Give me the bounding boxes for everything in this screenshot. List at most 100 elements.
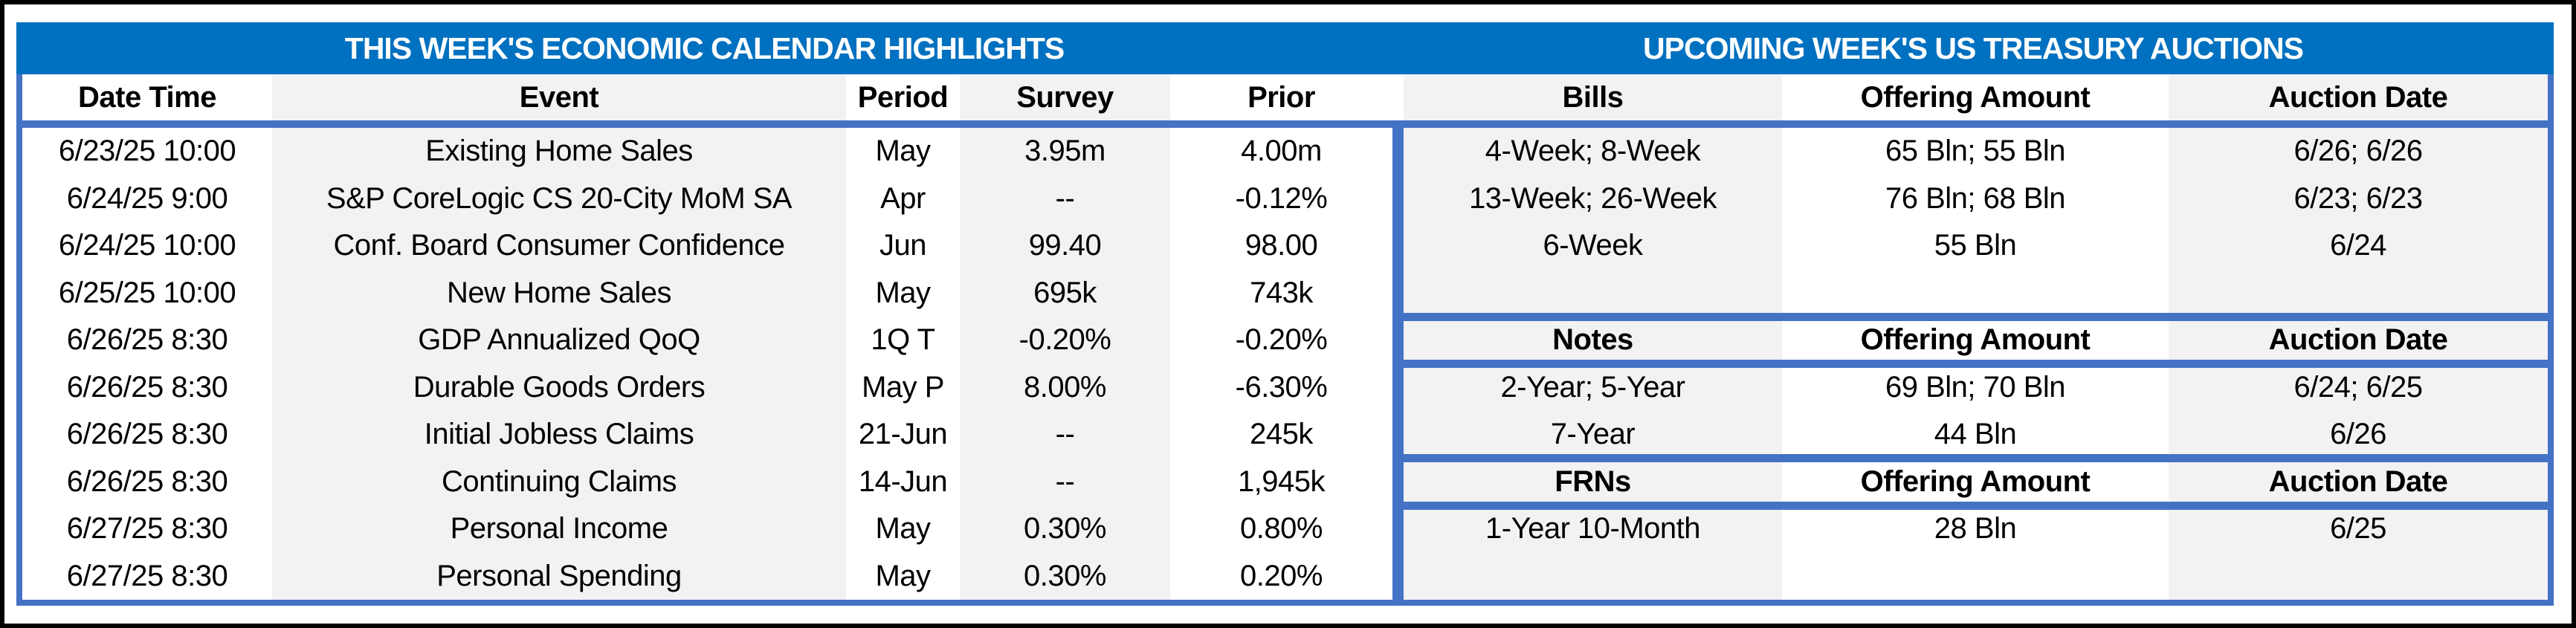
calendar-cell-period: May: [846, 128, 960, 175]
calendar-cell-prior: 4.00m: [1170, 128, 1392, 175]
calendar-cell-prior: -0.20%: [1170, 317, 1392, 364]
auction-cell-amount: 44 Bln: [1782, 411, 2169, 459]
calendar-cell-date: 6/26/25 8:30: [22, 458, 272, 505]
auction-empty-cell: [2169, 269, 2548, 317]
calendar-cell-date: 6/26/25 8:30: [22, 363, 272, 411]
calendar-cell-survey: --: [960, 411, 1170, 459]
auctions-header-divider: [1404, 120, 2548, 128]
calendar-cell-period: Jun: [846, 222, 960, 270]
auction-empty-cell: [1404, 552, 1782, 600]
auction-cell-date: 6/24; 6/25: [2169, 363, 2548, 411]
calendar-cell-period: May: [846, 505, 960, 553]
calendar-header-prior: Prior: [1170, 74, 1392, 120]
calendar-cell-event: GDP Annualized QoQ: [272, 317, 846, 364]
calendar-cell-prior: 98.00: [1170, 222, 1392, 270]
calendar-cell-survey: 3.95m: [960, 128, 1170, 175]
auction-cell-security: 7-Year: [1404, 411, 1782, 459]
auction-cell-date: 6/24: [2169, 222, 2548, 270]
auction-cell-security: 1-Year 10-Month: [1404, 505, 1782, 553]
calendar-title: THIS WEEK'S ECONOMIC CALENDAR HIGHLIGHTS: [344, 30, 1065, 65]
calendar-cell-period: 21-Jun: [846, 411, 960, 459]
auction-cell-date: 6/26; 6/26: [2169, 128, 2548, 175]
auctions-header-amount: Offering Amount: [1782, 458, 2169, 505]
calendar-header-date: Date Time: [22, 74, 272, 120]
calendar-cell-event: Durable Goods Orders: [272, 363, 846, 411]
calendar-cell-period: 1Q T: [846, 317, 960, 364]
calendar-cell-event: Personal Income: [272, 505, 846, 553]
auction-cell-security: 6-Week: [1404, 222, 1782, 270]
auctions-header-amount: Offering Amount: [1782, 74, 2169, 120]
auction-cell-security: 4-Week; 8-Week: [1404, 128, 1782, 175]
notes-section-divider-bottom: [1392, 360, 2554, 368]
calendar-cell-period: May: [846, 269, 960, 317]
calendar-cell-prior: 245k: [1170, 411, 1392, 459]
calendar-cell-survey: -0.20%: [960, 317, 1170, 364]
calendar-cell-prior: -0.12%: [1170, 175, 1392, 222]
calendar-cell-survey: --: [960, 175, 1170, 222]
calendar-cell-date: 6/23/25 10:00: [22, 128, 272, 175]
auctions-header-date: Auction Date: [2169, 458, 2548, 505]
calendar-cell-period: May: [846, 552, 960, 600]
calendar-cell-date: 6/26/25 8:30: [22, 411, 272, 459]
auction-cell-amount: 28 Bln: [1782, 505, 2169, 553]
frns-section-divider-top: [1392, 454, 2554, 462]
calendar-cell-prior: 0.20%: [1170, 552, 1392, 600]
auction-empty-cell: [1782, 269, 2169, 317]
calendar-cell-date: 6/26/25 8:30: [22, 317, 272, 364]
calendar-cell-survey: 8.00%: [960, 363, 1170, 411]
table-bottom-border: [16, 600, 2554, 606]
calendar-cell-date: 6/24/25 9:00: [22, 175, 272, 222]
calendar-cell-prior: -6.30%: [1170, 363, 1392, 411]
title-bar: THIS WEEK'S ECONOMIC CALENDAR HIGHLIGHTS…: [16, 22, 2554, 74]
auction-cell-date: 6/23; 6/23: [2169, 175, 2548, 222]
notes-section-divider-top: [1392, 313, 2554, 321]
calendar-cell-event: Existing Home Sales: [272, 128, 846, 175]
calendar-cell-date: 6/24/25 10:00: [22, 222, 272, 270]
calendar-cell-date: 6/27/25 8:30: [22, 552, 272, 600]
calendar-cell-prior: 1,945k: [1170, 458, 1392, 505]
calendar-cell-event: Conf. Board Consumer Confidence: [272, 222, 846, 270]
auction-cell-amount: 65 Bln; 55 Bln: [1782, 128, 2169, 175]
auction-cell-amount: 69 Bln; 70 Bln: [1782, 363, 2169, 411]
calendar-cell-period: May P: [846, 363, 960, 411]
auction-cell-date: 6/25: [2169, 505, 2548, 553]
auctions-header-notes: Notes: [1404, 317, 1782, 364]
frns-section-divider-bottom: [1392, 502, 2554, 510]
treasury-auctions-table: Bills Offering Amount Auction Date 4-Wee…: [1404, 74, 2548, 600]
auction-empty-cell: [1404, 269, 1782, 317]
calendar-cell-event: New Home Sales: [272, 269, 846, 317]
calendar-cell-prior: 743k: [1170, 269, 1392, 317]
auction-empty-cell: [2169, 552, 2548, 600]
calendar-header-divider: [22, 120, 1392, 128]
calendar-cell-event: Initial Jobless Claims: [272, 411, 846, 459]
auctions-header-date: Auction Date: [2169, 74, 2548, 120]
calendar-header-survey: Survey: [960, 74, 1170, 120]
calendar-cell-survey: 99.40: [960, 222, 1170, 270]
calendar-cell-period: 14-Jun: [846, 458, 960, 505]
calendar-cell-survey: 695k: [960, 269, 1170, 317]
calendar-cell-date: 6/27/25 8:30: [22, 505, 272, 553]
auctions-header-amount: Offering Amount: [1782, 317, 2169, 364]
calendar-cell-event: S&P CoreLogic CS 20-City MoM SA: [272, 175, 846, 222]
auction-cell-security: 13-Week; 26-Week: [1404, 175, 1782, 222]
auction-cell-security: 2-Year; 5-Year: [1404, 363, 1782, 411]
calendar-cell-period: Apr: [846, 175, 960, 222]
economic-calendar-table: Date Time Event Period Survey Prior 6/23…: [16, 74, 1392, 600]
calendar-cell-event: Personal Spending: [272, 552, 846, 600]
auction-empty-cell: [1782, 552, 2169, 600]
auctions-header-frns: FRNs: [1404, 458, 1782, 505]
calendar-cell-prior: 0.80%: [1170, 505, 1392, 553]
auction-cell-amount: 55 Bln: [1782, 222, 2169, 270]
table-right-border: [2548, 74, 2554, 606]
auctions-title: UPCOMING WEEK'S US TREASURY AUCTIONS: [1643, 30, 2304, 65]
calendar-cell-date: 6/25/25 10:00: [22, 269, 272, 317]
auction-cell-amount: 76 Bln; 68 Bln: [1782, 175, 2169, 222]
auctions-header-date: Auction Date: [2169, 317, 2548, 364]
calendar-header-period: Period: [846, 74, 960, 120]
calendar-cell-event: Continuing Claims: [272, 458, 846, 505]
calendar-cell-survey: 0.30%: [960, 552, 1170, 600]
calendar-header-event: Event: [272, 74, 846, 120]
calendar-cell-survey: --: [960, 458, 1170, 505]
auction-cell-date: 6/26: [2169, 411, 2548, 459]
